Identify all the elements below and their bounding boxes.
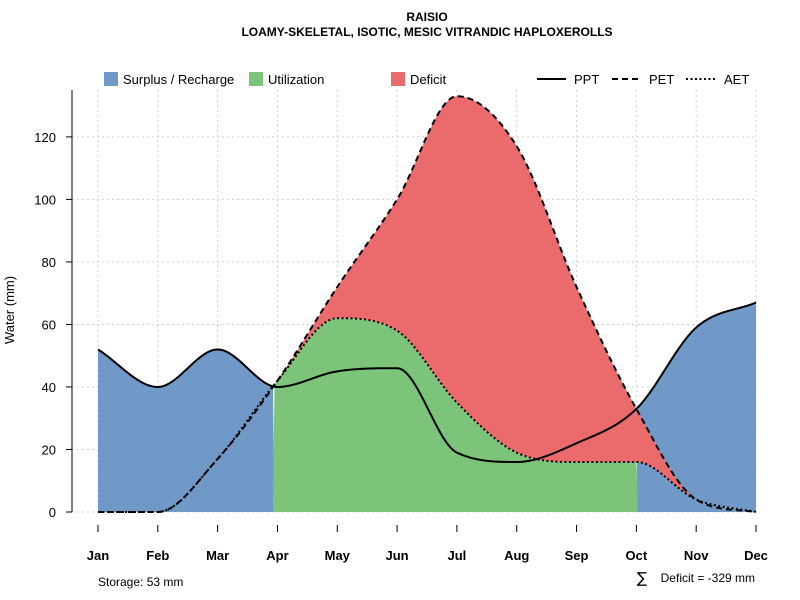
area-utilization bbox=[98, 318, 756, 512]
x-tick-label: Jul bbox=[448, 548, 467, 563]
series-layer bbox=[97, 95, 757, 513]
legend-label-surplus: Surplus / Recharge bbox=[123, 72, 234, 87]
y-tick-label: 80 bbox=[42, 255, 56, 270]
chart-subtitle: LOAMY-SKELETAL, ISOTIC, MESIC VITRANDIC … bbox=[241, 25, 612, 39]
y-tick-label: 60 bbox=[42, 317, 56, 332]
legend-label-pet: PET bbox=[649, 72, 674, 87]
x-tick-label: May bbox=[325, 548, 351, 563]
x-tick-label: Jun bbox=[386, 548, 409, 563]
y-tick-label: 120 bbox=[34, 130, 56, 145]
series-line-ppt bbox=[97, 301, 757, 463]
legend-label-aet: AET bbox=[724, 72, 749, 87]
series-line-aet bbox=[98, 317, 757, 513]
y-tick-label: 100 bbox=[34, 192, 56, 207]
x-tick-label: Oct bbox=[626, 548, 648, 563]
area-layer bbox=[98, 96, 756, 512]
x-tick-label: Apr bbox=[266, 548, 288, 563]
legend-label-utilization: Utilization bbox=[268, 72, 324, 87]
legend-swatch-utilization bbox=[249, 72, 263, 86]
legend: Surplus / Recharge Utilization Deficit P… bbox=[104, 72, 749, 87]
sum-symbol-icon: ∑ bbox=[637, 569, 647, 587]
legend-label-deficit: Deficit bbox=[410, 72, 447, 87]
area-deficit bbox=[98, 96, 756, 512]
x-tick-label: Feb bbox=[146, 548, 169, 563]
legend-label-ppt: PPT bbox=[574, 72, 599, 87]
x-tick-label: Dec bbox=[744, 548, 768, 563]
y-tick-label: 0 bbox=[49, 505, 56, 520]
deficit-note: Deficit = -329 mm bbox=[661, 571, 755, 585]
x-tick-label: Jan bbox=[87, 548, 109, 563]
chart-title: RAISIO bbox=[406, 10, 447, 24]
y-tick-label: 40 bbox=[42, 380, 56, 395]
x-tick-label: Sep bbox=[565, 548, 589, 563]
y-axis-title: Water (mm) bbox=[2, 276, 17, 344]
x-tick-label: Nov bbox=[684, 548, 709, 563]
area-surplus bbox=[98, 302, 756, 512]
y-tick-label: 20 bbox=[42, 442, 56, 457]
legend-swatch-surplus bbox=[104, 72, 118, 86]
storage-note: Storage: 53 mm bbox=[98, 575, 183, 589]
y-ticks: 0 20 40 60 80 100 120 bbox=[34, 130, 72, 520]
x-tick-label: Aug bbox=[504, 548, 529, 563]
legend-swatch-deficit bbox=[391, 72, 405, 86]
x-tick-label: Mar bbox=[206, 548, 229, 563]
x-ticks: Jan Feb Mar Apr May Jun Jul Aug Sep Oct Nov Dec bbox=[87, 525, 768, 563]
